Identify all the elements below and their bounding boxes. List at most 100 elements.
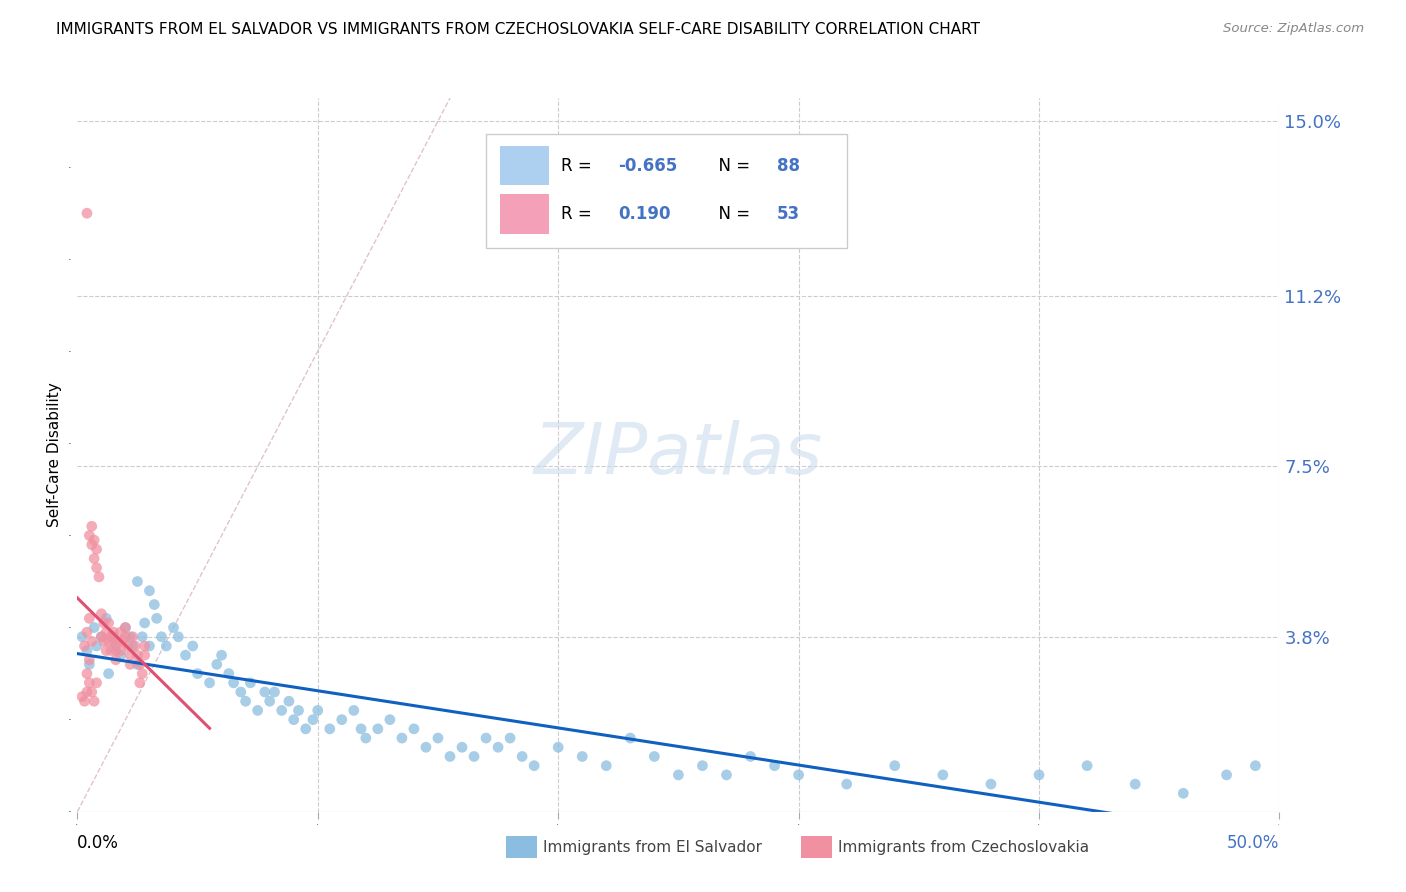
Point [287,703,309,717]
Point [93,634,115,648]
Point [486,740,509,755]
Point [451,740,474,755]
Point [97,666,120,681]
Point [80,634,103,648]
Point [350,722,373,736]
Point [547,740,569,755]
Point [1123,777,1146,791]
Point [668,768,690,782]
Point [114,621,136,635]
Point [222,675,245,690]
Point [90,630,112,644]
Point [475,731,498,745]
Point [205,657,228,672]
Point [79,657,101,672]
Point [391,731,413,745]
Point [378,713,401,727]
Point [117,639,139,653]
Point [402,722,425,736]
Point [246,703,269,717]
Point [96,643,118,657]
Point [218,666,240,681]
Point [716,768,738,782]
Point [1173,786,1195,800]
Point [235,694,257,708]
Point [80,685,103,699]
Point [110,643,132,657]
Point [120,648,142,663]
Point [121,630,143,644]
Point [90,607,112,621]
Point [127,574,149,589]
Point [79,528,101,542]
Text: 0.0%: 0.0% [77,834,120,852]
Point [79,611,101,625]
Text: -0.665: -0.665 [619,157,678,175]
Y-axis label: Self-Care Disability: Self-Care Disability [48,383,62,527]
Point [103,625,125,640]
Point [277,694,299,708]
Point [302,713,325,727]
Point [114,621,136,635]
Point [131,630,153,644]
Point [692,758,714,772]
Point [571,749,593,764]
Point [79,653,101,667]
Point [76,666,98,681]
Point [643,749,665,764]
Text: N =: N = [709,157,756,175]
Point [883,758,905,772]
Point [86,675,108,690]
Point [787,768,810,782]
Point [104,639,127,653]
Point [76,685,98,699]
Point [121,639,143,653]
Point [104,643,127,657]
Point [76,206,98,220]
Point [263,685,285,699]
Text: 88: 88 [778,157,800,175]
Point [114,630,136,644]
Point [127,648,149,663]
Point [619,731,641,745]
Bar [501,146,548,186]
Text: R =: R = [561,205,596,223]
Point [167,630,190,644]
Point [439,749,461,764]
Point [110,625,132,640]
Text: Immigrants from Czechoslovakia: Immigrants from Czechoslovakia [838,840,1090,855]
Point [595,758,617,772]
Point [131,666,153,681]
Point [111,634,134,648]
Point [87,570,110,584]
Point [229,685,252,699]
Point [128,675,150,690]
Bar [501,194,548,234]
Point [90,630,112,644]
Point [86,542,108,557]
Point [427,731,450,745]
Point [138,583,160,598]
Point [330,713,353,727]
Point [415,740,437,755]
Point [980,777,1002,791]
Point [134,615,156,630]
Point [354,731,377,745]
Point [763,758,786,772]
Point [73,694,96,708]
Point [76,625,98,640]
Point [174,648,197,663]
Text: ZIPatlas: ZIPatlas [534,420,823,490]
Point [499,731,522,745]
Point [138,639,160,653]
Point [162,621,184,635]
Point [259,694,281,708]
Text: 0.190: 0.190 [619,205,671,223]
Text: 53: 53 [778,205,800,223]
Point [145,611,167,625]
Text: 50.0%: 50.0% [1227,834,1279,852]
Point [83,621,105,635]
Point [367,722,389,736]
Point [1076,758,1098,772]
Point [835,777,858,791]
